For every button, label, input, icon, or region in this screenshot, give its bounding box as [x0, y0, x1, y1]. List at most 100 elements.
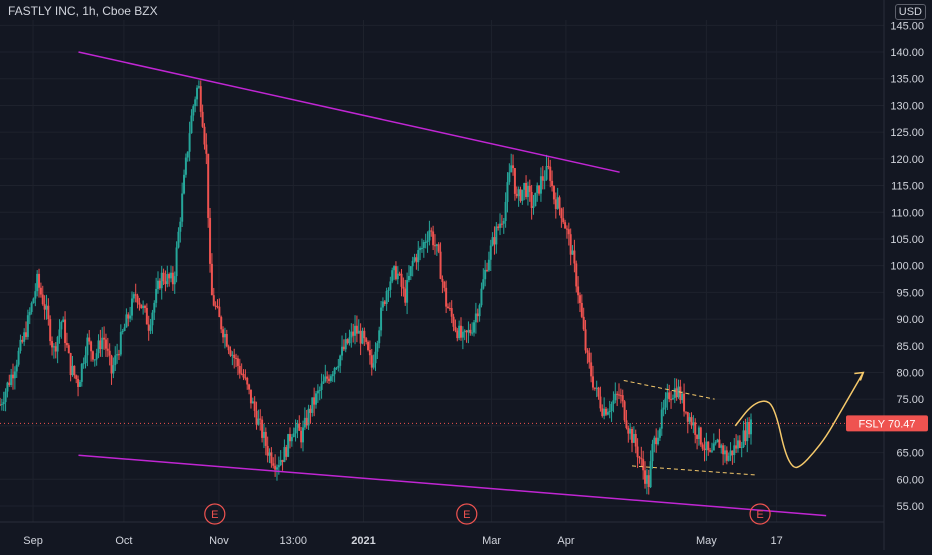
candle-body [746, 422, 749, 442]
candle-body [346, 339, 349, 344]
candle-body [26, 315, 29, 337]
candle-body [749, 419, 752, 435]
candle-body [521, 189, 524, 201]
candle-body [545, 166, 548, 180]
candle-body [296, 423, 299, 428]
candle-body [155, 288, 158, 303]
candle-body [171, 272, 174, 285]
projection-arrowhead [854, 371, 865, 381]
candle-body [348, 337, 351, 344]
candle-body [638, 457, 641, 459]
candle-body [322, 381, 325, 384]
candle-body [709, 450, 712, 452]
candle-body [486, 269, 489, 271]
candle-body [90, 341, 93, 352]
candle-body [590, 362, 593, 377]
candle-body [699, 427, 702, 445]
candle-body [446, 306, 449, 309]
candle-body [272, 463, 275, 466]
candle-body [117, 354, 120, 356]
candle-body [697, 427, 700, 440]
price-tag [846, 415, 928, 432]
candle-body [679, 386, 682, 401]
candle-body [257, 418, 260, 425]
candle-body [43, 304, 46, 310]
candle-body [49, 319, 52, 342]
candle-body [394, 266, 397, 280]
candle-body [370, 355, 373, 368]
candle-body [560, 208, 563, 219]
earnings-marker-label: E [756, 509, 763, 521]
candle-body [618, 394, 621, 396]
candle-body [519, 189, 522, 201]
candle-body [350, 331, 353, 338]
y-tick-label: 95.00 [896, 287, 924, 299]
candle-body [430, 230, 433, 232]
candle-body [203, 126, 206, 145]
x-tick-label: May [696, 535, 717, 547]
candle-body [210, 263, 213, 296]
candle-body [727, 455, 730, 461]
candle-body [194, 99, 197, 107]
earnings-marker [749, 503, 771, 525]
candle-body [640, 458, 643, 460]
candle-body [692, 422, 695, 426]
y-tick-label: 100.00 [890, 261, 924, 273]
candle-body [614, 393, 617, 401]
y-tick-label: 75.00 [896, 394, 924, 406]
candle-body [240, 373, 243, 375]
candle-body [690, 417, 693, 426]
candle-body [554, 199, 557, 209]
candle-body [452, 316, 455, 327]
candle-body [623, 401, 626, 421]
y-tick-label: 105.00 [890, 234, 924, 246]
candle-body [281, 459, 284, 463]
candle-body [166, 274, 169, 285]
candle-body [497, 226, 500, 228]
y-tick-label: 55.00 [896, 501, 924, 513]
candle-body [748, 422, 751, 435]
candle-body [324, 376, 327, 382]
candle-body [424, 241, 427, 243]
chart-title: FASTLY INC, 1h, Cboe BZX [8, 4, 158, 18]
candle-body [662, 407, 665, 410]
candle-body [742, 430, 745, 447]
candle-body [458, 325, 461, 339]
currency-label[interactable]: USD [894, 4, 926, 20]
candle-body [56, 336, 59, 352]
candle-body [502, 221, 505, 224]
candle-body [454, 326, 457, 331]
candle-body [19, 339, 22, 351]
candle-body [482, 279, 485, 289]
candle-body [612, 400, 615, 405]
y-tick-label: 135.00 [890, 74, 924, 86]
candle-body [303, 417, 306, 428]
candle-body [8, 382, 11, 386]
candle-body [132, 294, 135, 299]
candle-body [138, 302, 141, 305]
candle-body [326, 376, 329, 379]
candle-body [407, 275, 410, 281]
candle-body [298, 423, 301, 431]
candle-body [119, 332, 122, 355]
candle-body [409, 266, 412, 276]
candle-body [300, 430, 303, 443]
candle-body [374, 351, 377, 364]
y-tick-label: 110.00 [891, 207, 924, 219]
candle-body [344, 339, 347, 350]
candle-body [631, 428, 634, 443]
candle-body [684, 411, 687, 413]
candle-body [582, 316, 585, 330]
candle-body [525, 182, 528, 198]
candle-body [184, 157, 187, 175]
candle-body [21, 339, 24, 342]
candle-body [593, 387, 596, 389]
candle-body [129, 315, 132, 319]
candle-body [389, 281, 392, 290]
candle-body [270, 452, 273, 464]
candle-body [543, 179, 546, 181]
candle-body [532, 206, 535, 208]
candle-body [207, 153, 210, 218]
candle-body [729, 450, 732, 456]
candle-body [75, 375, 78, 379]
